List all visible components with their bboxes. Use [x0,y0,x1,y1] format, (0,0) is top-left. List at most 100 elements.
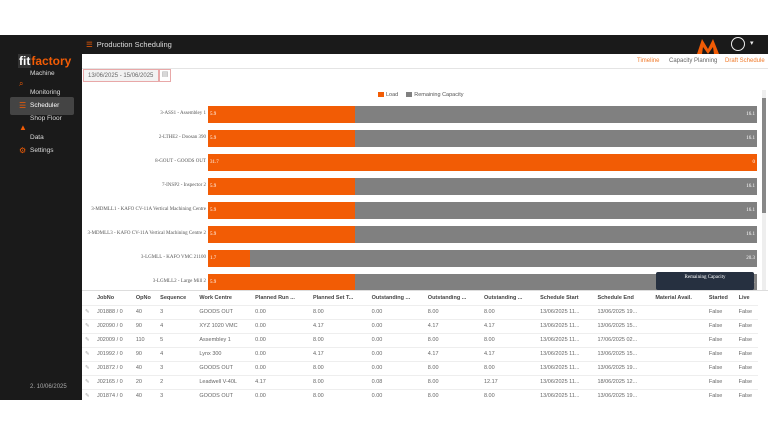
column-header[interactable]: Planned Set T... [312,294,354,301]
calendar-icon[interactable]: ▤ [159,69,171,82]
table-cell: 8.00 [424,388,481,403]
load-bar[interactable]: 5.9 [208,202,356,219]
column-header[interactable]: Material Avail. [655,294,692,301]
edit-icon[interactable]: ✎ [82,304,94,319]
table-row[interactable]: ✎ J01888 / 0 40 3 GOODS OUT 0.00 8.00 0.00 8.00 8… [82,304,758,319]
column-header[interactable]: Outstanding ... [427,294,467,301]
tab-draft-schedule[interactable]: Draft Schedule [725,58,765,64]
edit-icon[interactable]: ✎ [82,346,94,361]
remaining-capacity-bar[interactable]: 16.1 [355,130,757,147]
sidebar-item-scheduler[interactable]: Scheduler [30,102,60,109]
load-bar[interactable]: 5.9 [208,106,356,123]
table-cell: False [705,304,736,319]
column-header[interactable]: Outstanding ... [371,294,411,301]
active-item-highlight [10,97,74,115]
app-window: ☰ Production Scheduling ▾ fitfactory Mach… [0,35,768,403]
table-cell: 0.00 [252,360,310,375]
edit-icon[interactable]: ✎ [82,374,94,389]
remaining-capacity-bar[interactable]: 20.3 [250,250,757,267]
tab-timeline[interactable]: Timeline [637,58,660,64]
table-cell: 0.08 [368,374,425,389]
table-cell: 8.00 [424,304,481,319]
table-cell: GOODS OUT [196,360,253,375]
table-cell: 4.17 [424,318,481,333]
chart-row: 3-LGMLL - KAFO VMC 21100 1.7 20.3 [82,250,762,267]
edit-icon[interactable]: ✎ [82,332,94,347]
page-title: Production Scheduling [96,40,172,49]
table-cell: 13/06/2025 19... [594,360,653,375]
table-cell: 3 [157,360,197,375]
table-row[interactable]: ✎ J02090 / 0 90 4 XYZ 1020 VMC 0.00 4.17 0.00 4.… [82,318,758,333]
load-bar[interactable]: 5.9 [208,274,356,290]
load-bar[interactable]: 1.7 [208,250,251,267]
edit-icon[interactable]: ✎ [82,388,94,403]
caret-down-icon[interactable]: ▾ [750,40,754,47]
table-cell: J01992 / 0 [94,346,133,361]
column-header[interactable]: Schedule Start [540,294,579,301]
remaining-capacity-bar[interactable]: 16.1 [355,106,757,123]
column-header[interactable]: OpNo [135,294,151,301]
column-header[interactable]: Started [708,294,728,301]
table-cell: 4.17 [252,374,310,389]
load-bar[interactable]: 5.9 [208,130,356,147]
table-row[interactable]: ✎ J01874 / 0 40 3 GOODS OUT 0.00 8.00 0.00 8.00 8… [82,388,758,403]
sidebar-item-monitoring[interactable]: Monitoring [30,89,61,96]
table-cell [652,304,706,319]
date-range-input[interactable]: 13/06/2025 - 15/06/2025 [83,69,159,82]
table-cell: 8.00 [309,374,369,389]
table-cell: Leadwell V-40L [196,374,253,389]
remaining-capacity-bar[interactable]: 16.1 [355,178,757,195]
remaining-capacity-bar[interactable]: 16.1 [355,226,757,243]
category-label: 3-LGMLL - KAFO VMC 21100 [140,255,206,260]
sidebar-item-machine[interactable]: Machine [30,70,55,77]
tab-capacity-planning[interactable]: Capacity Planning [669,58,718,64]
column-header[interactable]: Planned Run ... [255,294,295,301]
sidebar-item-data[interactable]: Data [30,134,44,141]
edit-icon[interactable]: ✎ [82,360,94,375]
column-header[interactable]: JobNo [97,294,115,301]
remaining-capacity-bar[interactable]: 16.1 [355,202,757,219]
table-cell: 17/06/2025 02... [594,332,653,347]
sidebar-item-settings[interactable]: Settings [30,147,54,154]
table-cell: 13/06/2025 11... [537,332,595,347]
user-circle-icon[interactable] [731,37,745,51]
sidebar-item-shop-floor[interactable]: Shop Floor [30,115,62,122]
column-header[interactable]: Schedule End [597,294,634,301]
chart-scrollbar[interactable] [762,90,766,290]
column-header[interactable]: Work Centre [199,294,232,301]
category-label: 3-MDMLL3 - KAFO CV-11A Vertical Machinin… [87,231,206,236]
table-cell: 13/06/2025 19... [594,304,653,319]
table-row[interactable]: ✎ J02009 / 0 110 5 Assembley 1 0.00 8.00 0.00 8.… [82,332,758,347]
table-row[interactable]: ✎ J01872 / 0 40 3 GOODS OUT 0.00 8.00 0.00 8.00 8… [82,360,758,375]
table-row[interactable]: ✎ J02165 / 0 20 2 Leadwell V-40L 4.17 8.00 0.08… [82,374,758,389]
table-cell: 13/06/2025 19... [594,388,653,403]
table-cell: False [705,388,736,403]
table-cell: 20 [132,374,158,389]
table-cell: 0.00 [368,388,425,403]
table-cell [652,388,706,403]
table-row[interactable]: ✎ J01992 / 0 90 4 Lynx 300 0.00 4.17 0.00 4.17 4.… [82,346,758,361]
table-cell: 0.00 [252,388,310,403]
chart-row: 2-LTHE2 - Doosan 390 5.9 16.1 [82,130,762,147]
table-cell: XYZ 1020 VMC [196,318,253,333]
table-cell: J02090 / 0 [94,318,133,333]
table-cell: 8.00 [480,332,538,347]
legend-remaining[interactable]: Remaining Capacity [406,92,463,98]
table-cell: 0.00 [252,318,310,333]
column-header[interactable]: Sequence [160,294,187,301]
chart-icon: ⌕ [19,79,24,88]
legend-load[interactable]: Load [378,92,398,98]
column-header[interactable]: Live [738,294,750,301]
table-cell: 8.00 [480,360,538,375]
data-icon: ▲ [19,123,27,132]
table-cell: J01874 / 0 [94,388,133,403]
table-cell: 8.00 [424,332,481,347]
remaining-capacity-bar[interactable] [757,154,761,171]
load-bar[interactable]: 31.7 0 [208,154,757,171]
load-bar[interactable]: 5.9 [208,178,356,195]
edit-icon[interactable]: ✎ [82,318,94,333]
table-cell: 90 [132,318,158,333]
load-bar[interactable]: 5.9 [208,226,356,243]
table-cell: False [735,346,758,361]
column-header[interactable]: Outstanding ... [483,294,523,301]
